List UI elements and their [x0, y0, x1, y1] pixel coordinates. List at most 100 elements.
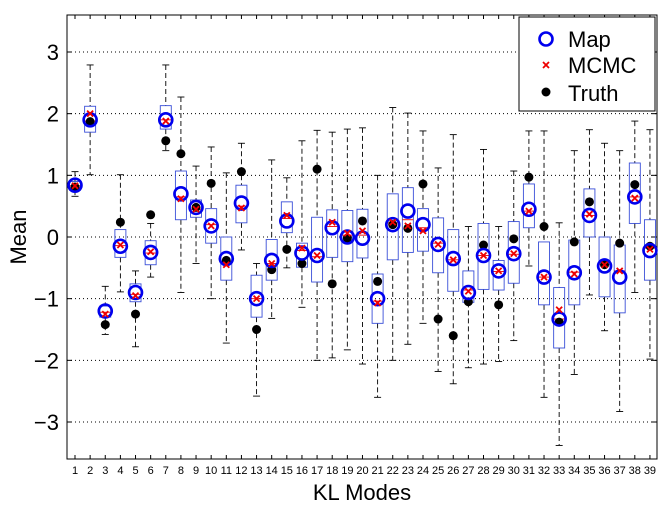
- truth-point: [403, 223, 413, 233]
- mcmc-point: [177, 195, 185, 203]
- box-23: [401, 112, 414, 345]
- x-tick-label: 34: [568, 465, 580, 477]
- map-point: [505, 245, 522, 262]
- mcmc-point: [631, 194, 639, 202]
- mcmc-point: [283, 211, 291, 220]
- box-iqr: [311, 216, 324, 283]
- map-point: [627, 189, 643, 205]
- mcmc-point: [585, 210, 594, 218]
- map-point: [384, 216, 401, 233]
- x-tick-label: 15: [281, 465, 293, 477]
- box-21: [371, 174, 384, 398]
- mcmc-point: [86, 110, 94, 118]
- x-tick-label: 7: [163, 465, 169, 477]
- map-point: [642, 242, 658, 259]
- truth-point: [282, 244, 292, 254]
- truth-point: [509, 234, 519, 244]
- truth-point: [312, 164, 322, 174]
- map-point: [551, 311, 567, 327]
- x-tick-label: 22: [387, 465, 399, 477]
- truth-point: [252, 325, 262, 334]
- mcmc-point: [434, 240, 442, 249]
- map-point: [142, 244, 159, 261]
- map-point: [294, 245, 310, 261]
- y-tick-label: 3: [47, 40, 59, 65]
- map-point: [445, 250, 462, 267]
- truth-point: [191, 202, 201, 212]
- x-tick-label: 27: [462, 465, 474, 477]
- box-iqr: [326, 209, 339, 258]
- truth-point: [100, 320, 110, 330]
- x-axis-label: KL Modes: [313, 480, 411, 505]
- x-tick-label: 1: [72, 465, 78, 477]
- truth-point: [479, 240, 489, 250]
- y-tick-label: 2: [47, 102, 59, 127]
- truth-point: [236, 167, 246, 177]
- mcmc-point: [237, 204, 246, 212]
- x-tick-label: 12: [235, 465, 247, 477]
- map-point: [460, 284, 477, 301]
- x-tick-label: 37: [614, 465, 626, 477]
- y-axis: −3 −2 −1 0 1 2 3: [34, 40, 657, 435]
- mcmc-point: [252, 295, 261, 303]
- map-point: [233, 195, 250, 211]
- mcmc-point: [600, 261, 609, 269]
- x-tick-label: 32: [538, 465, 550, 477]
- x-tick-label: 16: [296, 465, 308, 477]
- mcmc-point: [570, 270, 578, 278]
- x-tick-label: 14: [266, 465, 278, 477]
- truth-point: [569, 237, 579, 247]
- x-tick-label: 8: [178, 465, 184, 477]
- map-point: [263, 252, 280, 269]
- legend-map-marker: [538, 31, 554, 47]
- y-tick-label: −3: [34, 410, 59, 435]
- y-tick-label: 1: [47, 163, 59, 188]
- mcmc-point: [646, 245, 654, 253]
- map-point: [97, 303, 114, 319]
- x-tick-label: 26: [447, 465, 459, 477]
- x-tick-label: 6: [148, 465, 154, 477]
- truth-point: [146, 210, 156, 220]
- x-tick-label: 19: [341, 465, 353, 477]
- x-tick-label: 24: [417, 465, 429, 477]
- map-point: [173, 186, 189, 202]
- x-tick-label: 30: [508, 465, 520, 477]
- x-tick-label: 2: [87, 465, 93, 477]
- mcmc-point: [555, 306, 563, 314]
- map-point: [67, 177, 83, 193]
- map-point: [309, 247, 325, 264]
- x-tick-label: 33: [553, 465, 565, 477]
- truth-point: [297, 259, 307, 269]
- x-tick-label: 21: [371, 465, 383, 477]
- mcmc-point: [540, 273, 548, 281]
- map-point: [157, 112, 174, 128]
- mcmc-point: [222, 261, 230, 269]
- truth-point: [418, 179, 428, 189]
- truth-point: [448, 331, 458, 341]
- x-tick-label: 23: [402, 465, 414, 477]
- mcmc-point: [419, 227, 427, 235]
- mcmc-point: [147, 248, 155, 256]
- map-point: [248, 290, 265, 307]
- map-point: [536, 269, 552, 285]
- map-point: [400, 203, 416, 219]
- x-tick-label: 31: [523, 465, 535, 477]
- mcmc-point: [313, 251, 321, 260]
- box-17: [311, 129, 324, 361]
- x-tick-label: 38: [629, 465, 641, 477]
- mcmc-point: [343, 229, 351, 237]
- x-tick-label: 28: [477, 465, 489, 477]
- truth-point: [630, 180, 640, 190]
- x-tick-label: 4: [117, 465, 123, 477]
- truth-point: [524, 172, 534, 182]
- truth-point: [584, 197, 594, 207]
- truth-point: [494, 300, 504, 310]
- markers: [67, 110, 658, 341]
- truth-point: [357, 216, 367, 226]
- mcmc-point: [464, 287, 473, 295]
- map-point: [369, 290, 386, 307]
- x-tick-label: 9: [193, 465, 199, 477]
- x-tick-label: 20: [356, 465, 368, 477]
- map-point: [490, 263, 507, 279]
- truth-point: [131, 309, 141, 319]
